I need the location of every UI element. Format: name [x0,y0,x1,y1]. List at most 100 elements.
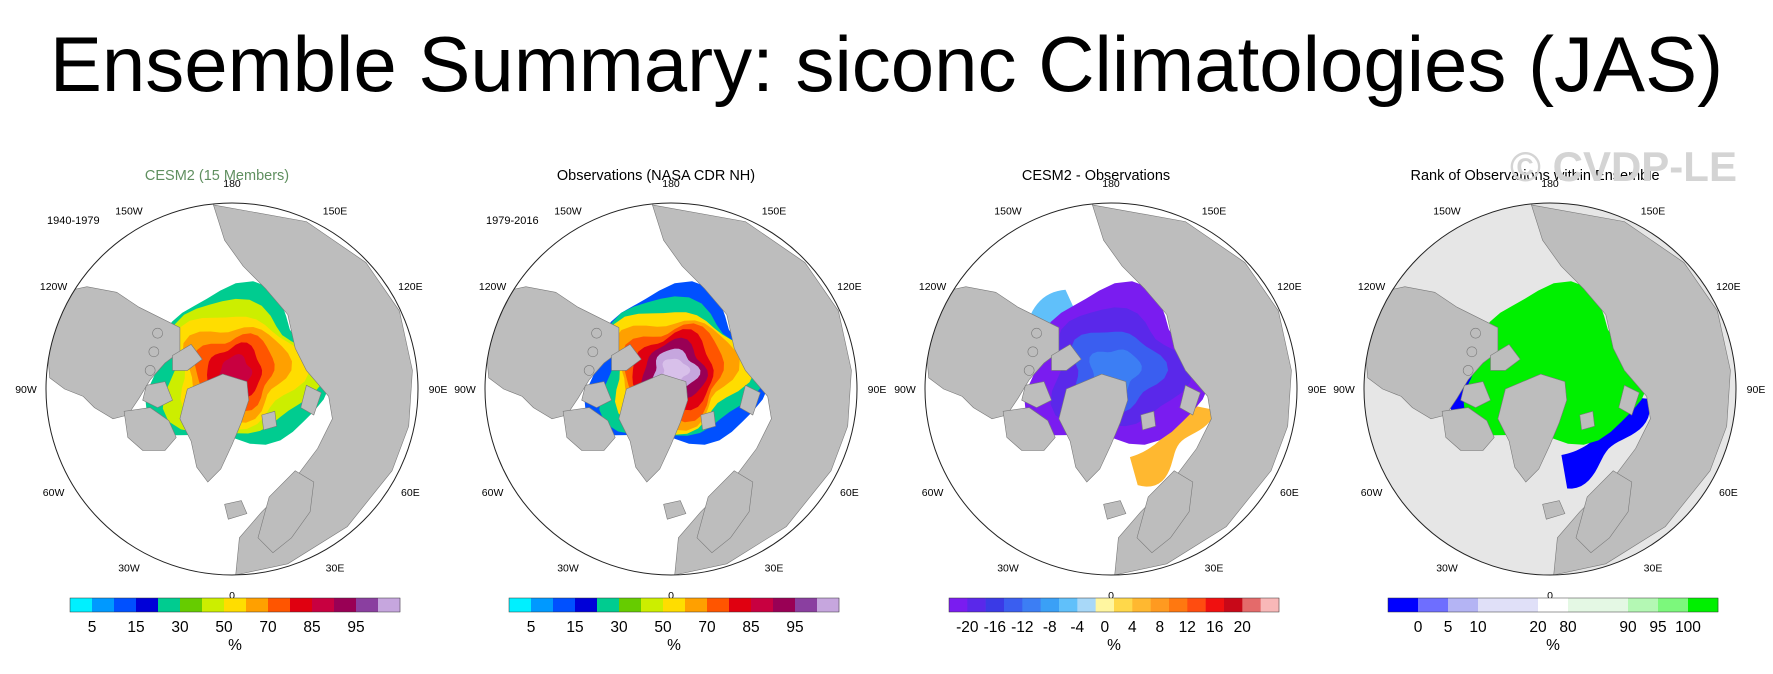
colorbar-tick-label: -20 [956,619,979,636]
colorbar-tick-label: 10 [1469,619,1487,636]
colorbar-tick-label: 5 [1444,619,1453,636]
land-island [1470,327,1481,339]
colorbar-swatch [1508,598,1539,612]
colorbar-swatch [1169,598,1188,612]
colorbar-tick-label: 5 [88,619,97,636]
colorbar-swatch [729,598,752,612]
colorbar-tick-label: -16 [984,619,1006,636]
watermark: © CVDP-LE [1510,143,1737,190]
colorbar: 5 15 30 50 70 85 95% [69,597,401,654]
colorbar-swatch [246,598,269,612]
colorbar-tick-label: -4 [1070,619,1084,636]
colorbar-tick-label: -12 [1011,619,1033,636]
colorbar-swatch [1095,598,1115,612]
longitude-label: 60W [1361,487,1383,499]
land-svalbard [1140,410,1156,431]
colorbar-swatch [180,598,203,612]
colorbar-tick-label: 30 [610,619,628,636]
land-island [1466,346,1478,358]
colorbar-swatch [70,598,93,612]
longitude-label: 180 [662,178,680,190]
colorbar-swatch [290,598,313,612]
colorbar-swatch [1598,598,1629,612]
land-island [1462,365,1474,376]
sea-ice-field [1561,395,1650,489]
colorbar-swatch [202,598,225,612]
colorbar-swatch [751,598,774,612]
period-label: 1979-2016 [486,215,539,227]
longitude-label: 120W [479,281,507,293]
map-border [484,202,858,576]
colorbar-swatch [1022,598,1041,612]
colorbar-swatch [619,598,642,612]
colorbar-tick-label: 95 [786,619,803,636]
longitude-label: 30E [326,562,345,574]
land-island [591,327,602,339]
land-island [1023,365,1035,376]
land-scandinavia [1136,470,1194,554]
longitude-label: 60E [1719,487,1738,499]
land-baffin [1021,381,1052,408]
colorbar-swatch [1658,598,1689,612]
land-scandinavia [696,470,754,554]
longitude-label: 0 [1108,590,1114,602]
colorbar-swatch [663,598,686,612]
panel-title: Observations (NASA CDR NH) [557,168,755,184]
longitude-label: 30W [997,562,1019,574]
colorbar-swatch [1628,598,1659,612]
colorbar-swatch [985,598,1005,612]
longitude-label: 150E [1202,206,1227,218]
longitude-label: 90W [15,384,37,396]
longitude-label: 120E [837,281,862,293]
longitude-label: 30W [557,562,579,574]
longitude-label: 150W [994,206,1022,218]
colorbar-swatch [1150,598,1170,612]
colorbar-swatch [1004,598,1023,612]
longitude-label: 150E [762,206,787,218]
land-baffin [581,381,612,408]
longitude-label: 60W [43,487,65,499]
longitude-label: 180 [1102,178,1120,190]
colorbar-unit: % [1546,637,1560,654]
longitude-label: 120W [40,281,68,293]
land-hudson [1002,407,1056,451]
land-iceland [1542,500,1566,520]
longitude-label: 150E [1641,206,1666,218]
land-svalbard [700,410,716,431]
colorbar-tick-label: 15 [566,619,583,636]
longitude-label: 120E [1277,281,1302,293]
longitude-label: 150W [554,206,582,218]
longitude-label: 120E [1716,281,1741,293]
colorbar: 5 15 30 50 70 85 95% [508,597,840,654]
longitude-label: 30W [1436,562,1458,574]
colorbar-tick-label: 50 [654,619,672,636]
colorbar-tick-label: 8 [1155,619,1164,636]
land-hudson [123,407,177,451]
colorbar-swatch [707,598,730,612]
map-panel-cesm2: CESM2 (15 Members) 1940-1979 180 150E 120E 90… [15,168,447,654]
colorbar-swatch [224,598,247,612]
colorbar-swatch [1114,598,1133,612]
colorbar-swatch [795,598,818,612]
land-novaya [1618,384,1640,416]
colorbar-swatch [1688,598,1719,612]
land-baffin [142,381,173,408]
colorbar-tick-label: 15 [127,619,144,636]
colorbar-tick-label: 90 [1619,619,1637,636]
panel-title: Rank of Observations within Ensemble [1410,168,1659,184]
longitude-label: 150W [1433,206,1461,218]
colorbar-swatch [685,598,708,612]
colorbar-tick-label: 80 [1559,619,1577,636]
colorbar-tick-label: 0 [1414,619,1423,636]
colorbar-swatch [1538,598,1569,612]
map-border [1363,202,1737,576]
colorbar-swatch [92,598,115,612]
colorbar-swatch [158,598,181,612]
longitude-label: 60E [840,487,859,499]
colorbar-swatch [597,598,620,612]
colorbar-tick-label: 30 [171,619,189,636]
longitude-label: 150W [115,206,143,218]
land-iceland [663,500,687,520]
colorbar-tick-label: 85 [742,619,759,636]
longitude-label: 90E [868,384,887,396]
